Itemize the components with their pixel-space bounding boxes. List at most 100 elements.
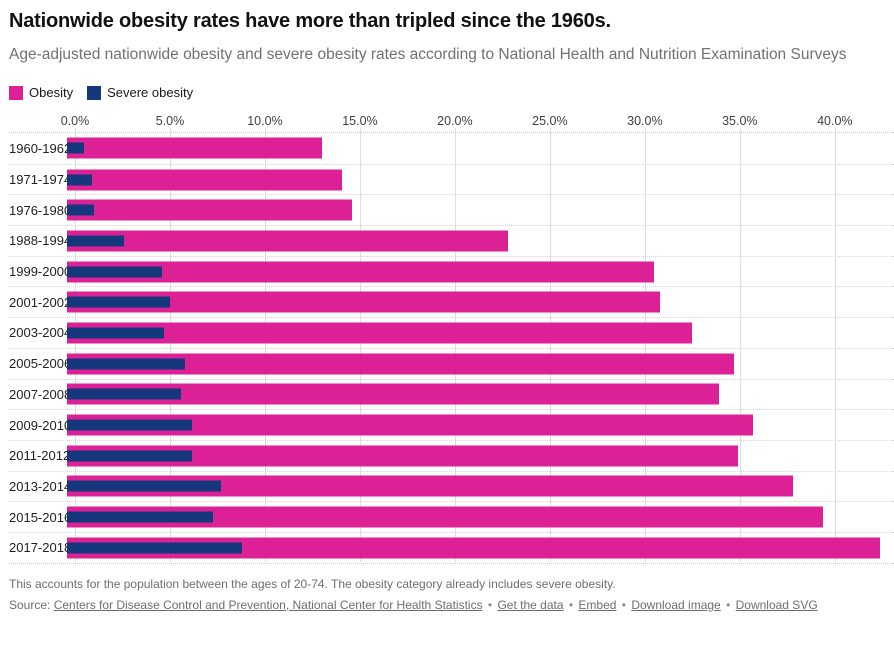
- x-tick-label: 35.0%: [722, 114, 758, 128]
- category-label: 1960-1962: [9, 140, 72, 156]
- bar-track: [67, 318, 880, 348]
- embed-link[interactable]: Embed: [578, 597, 617, 612]
- legend-item-severe-obesity: Severe obesity: [87, 85, 193, 100]
- bar-track: [67, 165, 880, 195]
- table-row: 2001-2002: [9, 286, 894, 317]
- obesity-bar[interactable]: [67, 383, 719, 405]
- bar-track: [67, 287, 880, 317]
- separator: •: [487, 597, 493, 612]
- severe-obesity-bar[interactable]: [67, 174, 92, 186]
- x-axis: 0.0% 5.0% 10.0% 15.0% 20.0% 25.0% 30.0% 35.0% 40…: [61, 114, 888, 132]
- table-row: 2009-2010: [9, 409, 894, 440]
- severe-obesity-bar[interactable]: [67, 266, 162, 278]
- obesity-bar[interactable]: [67, 230, 508, 252]
- severe-obesity-bar[interactable]: [67, 327, 164, 339]
- table-row: 1960-1962: [9, 133, 894, 164]
- severe-obesity-bar[interactable]: [67, 142, 85, 154]
- obesity-bar[interactable]: [67, 291, 660, 313]
- category-label: 2001-2002: [9, 294, 72, 310]
- obesity-bar[interactable]: [67, 445, 738, 467]
- x-tick-label: 25.0%: [532, 114, 568, 128]
- table-row: 2013-2014: [9, 470, 894, 502]
- category-label: 2017-2018: [9, 540, 72, 556]
- obesity-bar[interactable]: [67, 414, 753, 436]
- category-label: 2009-2010: [9, 417, 72, 433]
- separator: •: [568, 597, 574, 612]
- obesity-bar[interactable]: [67, 353, 734, 375]
- table-row: 1976-1980: [9, 194, 894, 225]
- severe-obesity-bar[interactable]: [67, 204, 94, 216]
- table-row: 1971-1974: [9, 163, 894, 195]
- bar-track: [67, 410, 880, 440]
- table-row: 2005-2006: [9, 347, 894, 379]
- category-label: 1971-1974: [9, 172, 72, 188]
- severe-obesity-bar[interactable]: [67, 388, 181, 400]
- get-the-data-link[interactable]: Get the data: [497, 597, 564, 612]
- table-row: 2015-2016: [9, 501, 894, 532]
- bar-track: [67, 502, 880, 532]
- x-tick-label: 30.0%: [627, 114, 663, 128]
- legend-label-severe-obesity: Severe obesity: [107, 85, 194, 100]
- severe-obesity-bar[interactable]: [67, 450, 193, 462]
- x-tick-label: 15.0%: [342, 114, 378, 128]
- category-label: 1999-2000: [9, 264, 72, 280]
- severe-obesity-bar[interactable]: [67, 419, 193, 431]
- category-label: 2015-2016: [9, 509, 72, 525]
- bar-track: [67, 472, 880, 502]
- table-row: 2007-2008: [9, 378, 894, 410]
- chart-footer: This accounts for the population between…: [9, 574, 894, 616]
- severe-obesity-bar[interactable]: [67, 358, 185, 370]
- severe-obesity-bar[interactable]: [67, 235, 124, 247]
- category-label: 1976-1980: [9, 202, 72, 218]
- category-label: 2005-2006: [9, 356, 72, 372]
- obesity-bar[interactable]: [67, 537, 880, 559]
- obesity-bar[interactable]: [67, 475, 793, 497]
- plot-area: 1960-1962 1971-1974 1976-1980 1988-1994 1999…: [9, 128, 894, 564]
- severe-obesity-bar[interactable]: [67, 511, 214, 523]
- separator: •: [726, 597, 731, 612]
- bar-track: [67, 441, 880, 471]
- category-label: 2007-2008: [9, 386, 72, 402]
- table-row: 2011-2012: [9, 439, 894, 471]
- obesity-bar[interactable]: [67, 137, 322, 159]
- category-label: 1988-1994: [9, 233, 72, 249]
- x-tick-label: 5.0%: [155, 114, 185, 128]
- table-row: 2017-2018: [9, 531, 894, 563]
- table-row: 1988-1994: [9, 225, 894, 256]
- legend-item-obesity: Obesity: [9, 85, 73, 100]
- obesity-bar[interactable]: [67, 169, 343, 191]
- obesity-bar[interactable]: [67, 199, 352, 221]
- severe-obesity-bar[interactable]: [67, 480, 221, 492]
- source-line: Source: Centers for Disease Control and …: [9, 595, 894, 616]
- category-label: 2011-2012: [9, 448, 71, 464]
- bar-track: [67, 195, 880, 225]
- page-subtitle: Age-adjusted nationwide obesity and seve…: [9, 46, 847, 63]
- separator: •: [621, 597, 626, 612]
- obesity-bar[interactable]: [67, 506, 823, 528]
- x-tick-label: 20.0%: [437, 114, 473, 128]
- source-link[interactable]: Centers for Disease Control and Preventi…: [53, 597, 483, 612]
- bar-track: [67, 257, 880, 287]
- legend: Obesity Severe obesity: [9, 85, 894, 100]
- severe-obesity-swatch-icon: [87, 85, 102, 100]
- obesity-bar[interactable]: [67, 322, 692, 344]
- x-tick-label: 40.0%: [817, 114, 853, 128]
- bar-chart: 0.0% 5.0% 10.0% 15.0% 20.0% 25.0% 30.0% 35.0% 40…: [9, 114, 894, 564]
- download-image-link[interactable]: Download image: [631, 597, 721, 612]
- rows: 1960-1962 1971-1974 1976-1980 1988-1994 1999…: [9, 132, 894, 564]
- severe-obesity-bar[interactable]: [67, 542, 242, 554]
- bar-track: [67, 533, 880, 563]
- severe-obesity-bar[interactable]: [67, 296, 170, 308]
- table-row: 1999-2000: [9, 255, 894, 287]
- source-prefix: Source:: [9, 597, 54, 612]
- bar-track: [67, 133, 880, 164]
- category-label: 2013-2014: [9, 478, 72, 494]
- footnote: This accounts for the population between…: [9, 576, 616, 591]
- table-row: 2003-2004: [9, 317, 894, 348]
- bar-track: [67, 226, 880, 256]
- x-tick-label: 10.0%: [247, 114, 283, 128]
- bar-track: [67, 380, 880, 410]
- legend-label-obesity: Obesity: [29, 85, 74, 100]
- download-svg-link[interactable]: Download SVG: [735, 597, 818, 612]
